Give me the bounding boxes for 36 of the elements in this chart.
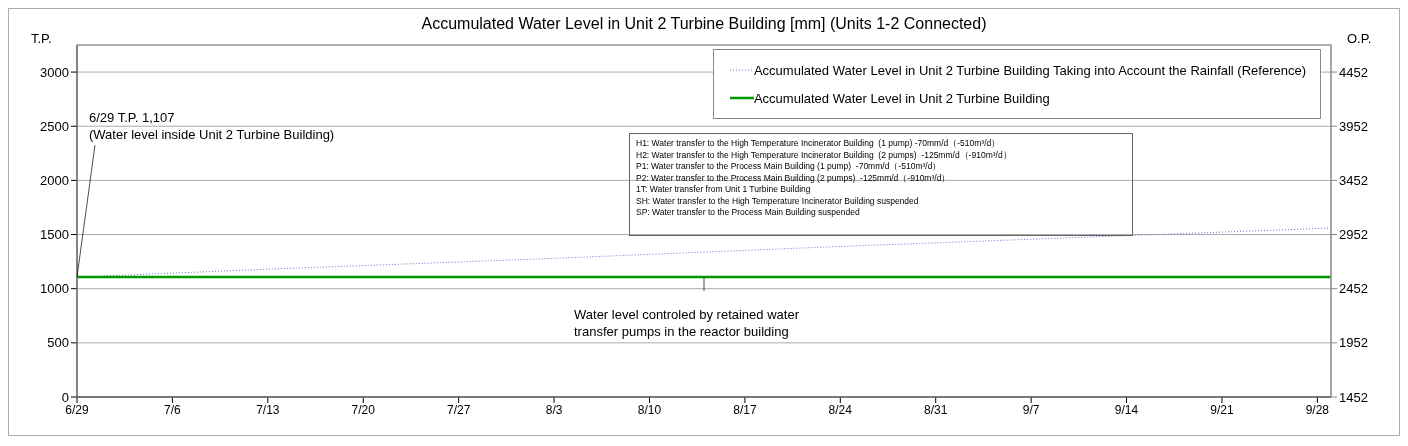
- y-tick-label: 3000: [40, 64, 69, 80]
- y-tick-label: 2000: [40, 173, 69, 188]
- y2-axis-title: O.P.: [1347, 31, 1372, 46]
- y2-tick-label: 4452: [1339, 64, 1368, 80]
- x-tick-label: 7/20: [351, 402, 376, 417]
- y-tick-label: 1500: [40, 227, 69, 243]
- y2-tick-label: 3952: [1339, 118, 1368, 134]
- x-tick-label: 9/21: [1210, 402, 1234, 417]
- y2-tick-label: 3452: [1339, 173, 1368, 188]
- annotation: 6/29 T.P. 1,107 (Water level inside Unit 2 Turbine Building): [89, 110, 335, 143]
- y2-tick-label: 2452: [1339, 281, 1368, 297]
- y-tick-label: 2500: [40, 118, 69, 134]
- x-tick-label: 9/28: [1305, 402, 1330, 417]
- x-tick-label: 6/29: [65, 402, 89, 417]
- x-tick-label: 8/24: [828, 402, 853, 417]
- y-axis-title: T.P.: [31, 31, 52, 46]
- x-tick-label: 7/13: [256, 402, 280, 417]
- y-tick-label: 1000: [40, 281, 69, 297]
- x-tick-label: 8/31: [924, 402, 948, 417]
- x-tick-label: 7/6: [164, 402, 182, 417]
- x-tick-label: 8/3: [545, 402, 563, 417]
- y2-tick-label: 1452: [1339, 389, 1368, 405]
- y-tick-label: 0: [61, 389, 69, 405]
- y2-tick-label: 1952: [1339, 335, 1368, 351]
- x-tick-label: 7/27: [446, 402, 471, 417]
- y2-tick-label: 2952: [1339, 227, 1368, 243]
- x-tick-label: 8/17: [733, 402, 757, 417]
- x-tick-label: 9/7: [1022, 402, 1040, 417]
- y-tick-label: 500: [47, 335, 69, 351]
- x-tick-label: 9/14: [1114, 402, 1139, 417]
- legend-label: Accumulated Water Level in Unit 2 Turbine Building Taking into Account the Rainfall (Reference): [753, 62, 1306, 78]
- note-box: H1: Water transfer to the High Temperature Incinerator Building (1 pump) -70mm/d（-510m³/d） H2: Water transfer to the High Temperature Incinerator Building (2 pumps) -125mm/d（-910m³/d） P1: Water transfer to the Process Main Building (1 pump) -70mm/d（-510m³/d） P2: Water transfer to the Process Main Building (2 pumps) -125mm/d（-910m³/d） 1T: Water transfer from Unit 1 Turbine Building SH: Water transfer to the High Temperature Incinerator Building suspended SP: Water transfer to the Process Main Building suspended: [629, 133, 1133, 236]
- annotation: Water level controled by retained water transfer pumps in the reactor building: [574, 307, 800, 340]
- x-tick-label: 8/10: [637, 402, 662, 417]
- legend-label: Accumulated Water Level in Unit 2 Turbine Building: [753, 90, 1050, 106]
- chart-title: Accumulated Water Level in Unit 2 Turbine Building [mm] (Units 1-2 Connected): [421, 15, 987, 32]
